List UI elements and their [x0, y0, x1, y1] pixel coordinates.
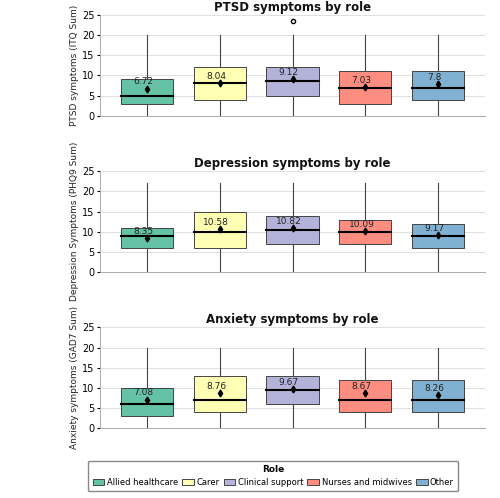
Text: 6.72: 6.72 [134, 77, 154, 86]
Text: 7.08: 7.08 [134, 388, 154, 397]
Y-axis label: Anxiety symptoms (GAD7 Sum): Anxiety symptoms (GAD7 Sum) [70, 306, 79, 449]
Bar [339, 71, 392, 104]
Bar [339, 380, 392, 412]
Bar [121, 388, 174, 416]
Bar [194, 67, 246, 100]
Bar [412, 71, 464, 100]
Bar [266, 67, 318, 96]
Legend: Allied healthcare, Carer, Clinical support, Nurses and midwives, Other: Allied healthcare, Carer, Clinical suppo… [88, 461, 458, 491]
Bar [194, 376, 246, 412]
Title: Depression symptoms by role: Depression symptoms by role [194, 157, 391, 170]
Text: 10.09: 10.09 [348, 220, 374, 229]
Text: 10.82: 10.82 [276, 217, 301, 226]
Y-axis label: Depression Symptoms (PHQ9 Sum): Depression Symptoms (PHQ9 Sum) [70, 142, 79, 301]
Text: 7.8: 7.8 [427, 73, 442, 82]
Text: 8.26: 8.26 [424, 383, 444, 392]
Text: 8.04: 8.04 [206, 72, 226, 81]
Text: 8.76: 8.76 [206, 381, 227, 390]
Text: 9.17: 9.17 [424, 224, 444, 233]
Title: PTSD symptoms by role: PTSD symptoms by role [214, 1, 371, 14]
Text: 9.67: 9.67 [279, 378, 299, 387]
Bar [194, 212, 246, 248]
Title: Anxiety symptoms by role: Anxiety symptoms by role [206, 313, 379, 326]
Y-axis label: PTSD symptoms (ITQ Sum): PTSD symptoms (ITQ Sum) [70, 4, 79, 126]
Text: 9.12: 9.12 [279, 68, 299, 77]
Bar [412, 380, 464, 412]
Text: 7.03: 7.03 [352, 76, 372, 85]
Text: 10.58: 10.58 [204, 218, 229, 227]
Bar [121, 228, 174, 248]
Text: 8.35: 8.35 [134, 227, 154, 236]
Bar [121, 80, 174, 104]
Text: 8.67: 8.67 [352, 382, 372, 391]
Bar [339, 220, 392, 244]
Bar [412, 224, 464, 248]
Bar [266, 216, 318, 244]
Bar [266, 376, 318, 404]
